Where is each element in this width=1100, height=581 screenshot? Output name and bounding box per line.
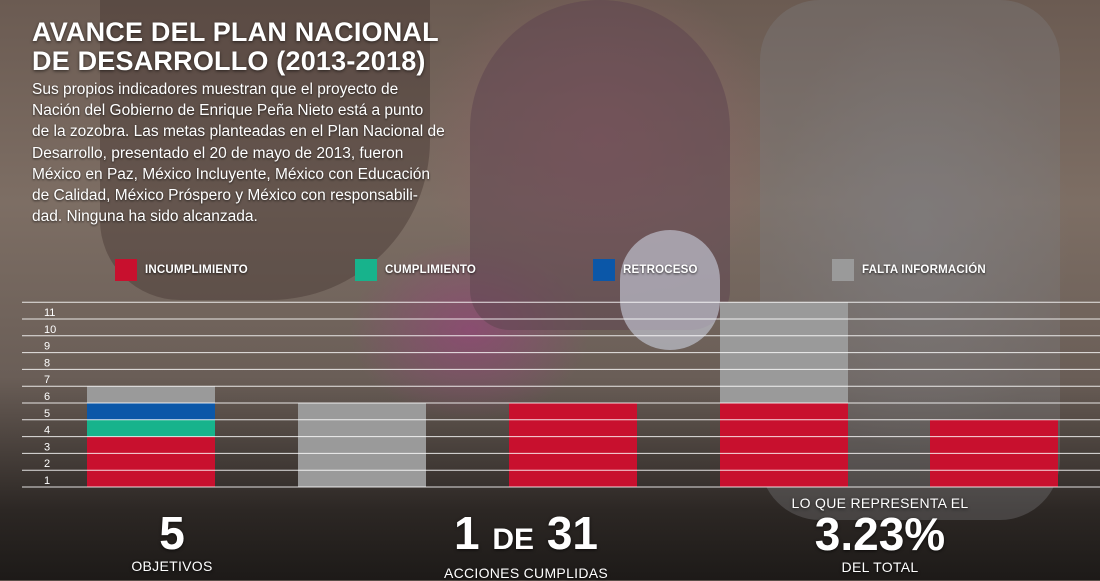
y-tick-label-9: 9	[44, 341, 50, 353]
bar-segment-1-incumplimiento	[87, 436, 215, 487]
stat-objetivos-number: 5	[159, 507, 185, 559]
stat-objetivos-label: OBJETIVOS	[131, 558, 213, 574]
gridlines-group	[22, 301, 1100, 488]
tick-labels-group: 1 2 3 4 5 6 7 8 9 10 11	[44, 307, 56, 487]
bar-segment-4-incumplimiento	[720, 403, 848, 487]
y-tick-label-10: 10	[44, 324, 56, 336]
title-line-2: DE DESARROLLO (2013-2018)	[32, 46, 426, 76]
y-tick-label-2: 2	[44, 458, 50, 470]
legend-item-cumplimiento: CUMPLIMIENTO	[355, 259, 476, 281]
intro-paragraph: Sus propios indicadores muestran que el …	[32, 79, 482, 227]
y-tick-label-7: 7	[44, 374, 50, 386]
stat-objetivos: 5 OBJETIVOS	[112, 510, 232, 574]
legend-item-incumplimiento: INCUMPLIMIENTO	[115, 259, 248, 281]
legend-label: CUMPLIMIENTO	[385, 264, 476, 276]
bar-segment-1-falta-información	[87, 386, 215, 403]
bar-segment-1-retroceso	[87, 403, 215, 420]
bars-group	[87, 302, 1058, 487]
y-tick-label-8: 8	[44, 357, 50, 369]
y-tick-label-1: 1	[44, 475, 50, 487]
legend-label: INCUMPLIMIENTO	[145, 264, 248, 276]
stat-acciones-number: 1 DE 31	[416, 510, 636, 563]
stat-acciones-connector: DE	[492, 523, 535, 556]
legend-swatch-incumplimiento	[115, 259, 137, 281]
legend-label: RETROCESO	[623, 264, 698, 276]
intro-line: dad. Ninguna ha sido alcanzada.	[32, 208, 258, 226]
bar-segment-3-incumplimiento	[509, 403, 637, 487]
stat-porcentaje: LO QUE REPRESENTA EL 3.23% DEL TOTAL	[760, 495, 1000, 575]
page-title: AVANCE DEL PLAN NACIONAL DE DESARROLLO (…	[32, 18, 439, 76]
intro-line: Sus propios indicadores muestran que el …	[32, 81, 399, 98]
stat-porcentaje-prefix: LO QUE REPRESENTA EL	[791, 495, 969, 511]
intro-line: Nación del Gobierno de Enrique Peña Niet…	[32, 102, 424, 120]
legend-item-falta-informacion: FALTA INFORMACIÓN	[832, 259, 986, 281]
legend-swatch-retroceso	[593, 259, 615, 281]
stat-acciones-number-b: 31	[546, 507, 598, 559]
photo-shape-bag	[620, 230, 720, 350]
legend-swatch-cumplimiento	[355, 259, 377, 281]
stat-acciones: 1 DE 31 ACCIONES CUMPLIDAS	[416, 510, 636, 581]
bar-segment-1-cumplimiento	[87, 419, 215, 437]
legend-swatch-falta-informacion	[832, 259, 854, 281]
intro-line: Desarrollo, presentado el 20 de mayo de …	[32, 144, 404, 162]
intro-line: de la zozobra. Las metas planteadas en e…	[32, 123, 445, 141]
photo-shape-left	[100, 0, 430, 300]
y-tick-label-4: 4	[44, 425, 50, 437]
legend-item-retroceso: RETROCESO	[593, 259, 698, 281]
y-tick-label-11: 11	[44, 307, 55, 319]
stat-porcentaje-label: DEL TOTAL	[841, 559, 919, 575]
bar-segment-2-falta-información	[298, 403, 426, 487]
stat-acciones-number-a: 1	[453, 507, 480, 559]
y-tick-label-6: 6	[44, 391, 50, 403]
y-tick-label-3: 3	[44, 441, 50, 453]
title-line-1: AVANCE DEL PLAN NACIONAL	[32, 17, 439, 47]
stat-porcentaje-number: 3.23%	[814, 508, 946, 560]
intro-line: México en Paz, México Incluyente, México…	[32, 165, 431, 183]
intro-line: de Calidad, México Próspero y México con…	[32, 187, 418, 205]
stat-acciones-label: ACCIONES CUMPLIDAS	[443, 565, 609, 581]
y-tick-label-5: 5	[44, 408, 50, 420]
stacked-bar-chart: 1 2 3 4 5 6 7 8 9 10 11	[22, 301, 1100, 488]
legend-label: FALTA INFORMACIÓN	[862, 264, 986, 276]
